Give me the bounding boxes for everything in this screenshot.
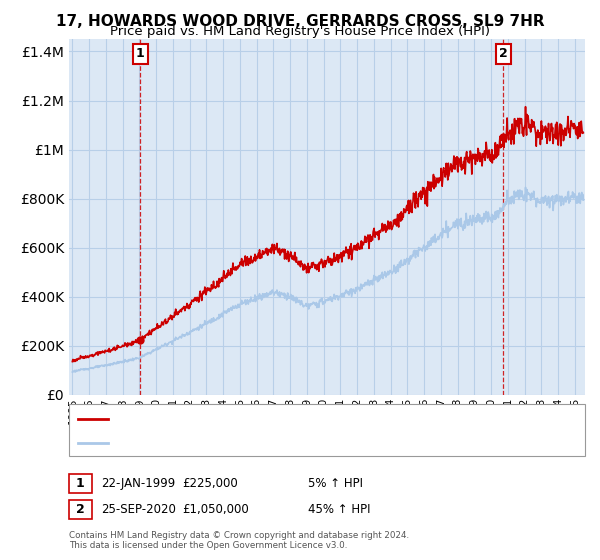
Text: 1: 1: [76, 477, 85, 490]
Text: 5% ↑ HPI: 5% ↑ HPI: [308, 477, 363, 490]
Text: £1,050,000: £1,050,000: [182, 503, 248, 516]
Text: 22-JAN-1999: 22-JAN-1999: [101, 477, 175, 490]
Text: 2: 2: [76, 503, 85, 516]
Text: 1: 1: [136, 48, 145, 60]
Text: Contains HM Land Registry data © Crown copyright and database right 2024.
This d: Contains HM Land Registry data © Crown c…: [69, 530, 409, 550]
Text: 17, HOWARDS WOOD DRIVE, GERRARDS CROSS, SL9 7HR (detached house): 17, HOWARDS WOOD DRIVE, GERRARDS CROSS, …: [114, 414, 531, 424]
Text: 2: 2: [499, 48, 508, 60]
Text: Price paid vs. HM Land Registry's House Price Index (HPI): Price paid vs. HM Land Registry's House …: [110, 25, 490, 38]
Text: 17, HOWARDS WOOD DRIVE, GERRARDS CROSS, SL9 7HR: 17, HOWARDS WOOD DRIVE, GERRARDS CROSS, …: [56, 14, 544, 29]
Text: 45% ↑ HPI: 45% ↑ HPI: [308, 503, 370, 516]
Text: 25-SEP-2020: 25-SEP-2020: [101, 503, 176, 516]
Text: £225,000: £225,000: [182, 477, 238, 490]
Text: HPI: Average price, detached house, Buckinghamshire: HPI: Average price, detached house, Buck…: [114, 438, 411, 449]
